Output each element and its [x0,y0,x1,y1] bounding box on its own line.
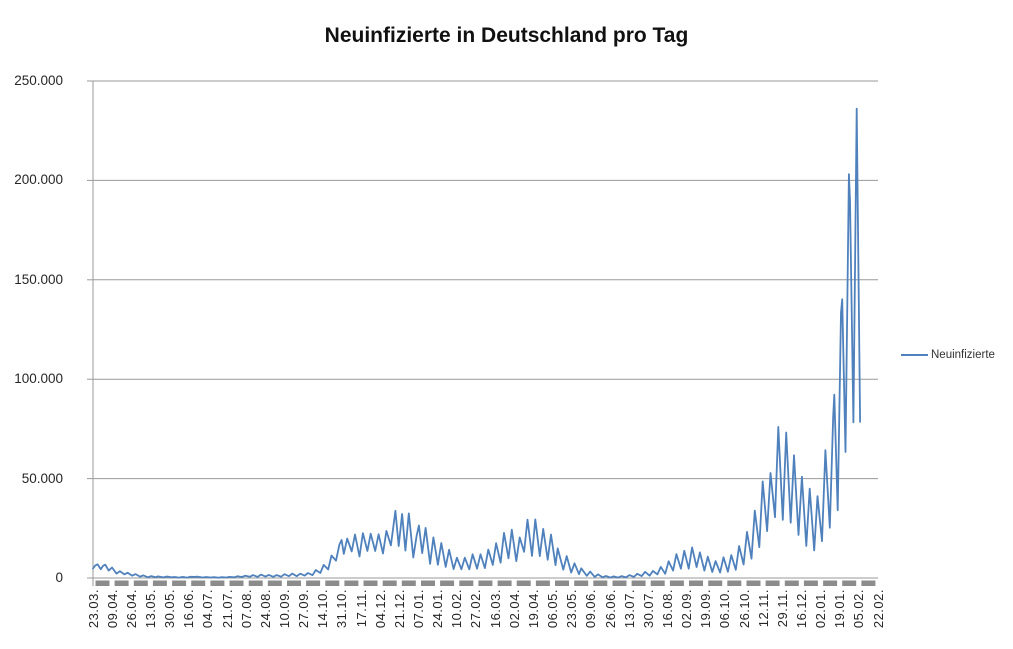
x-axis-tick-label: 06.05. [545,589,560,629]
x-axis-tick-mark [421,580,435,586]
x-axis-tick-label: 26.10. [736,589,752,629]
x-axis-tick-label: 10.02. [449,589,465,629]
x-axis-tick-mark [631,580,646,586]
x-axis-tick-mark [746,580,761,586]
x-axis-tick-mark [650,580,665,586]
x-axis-tick-mark [248,580,263,586]
x-axis-tick-label: 13.05. [142,589,158,629]
x-axis-tick-label: 04.12. [372,589,388,629]
x-axis-tick-label: 23.05. [564,589,580,629]
x-axis-tick-label: 19.09. [698,589,714,629]
x-axis-tick-label: 29.11. [774,589,790,628]
x-axis-tick-mark [287,580,301,586]
x-axis-tick-label: 02.01. [813,589,829,629]
legend-label: Neuinfizierte [931,349,995,361]
x-axis-tick-label: 05.02. [851,589,867,629]
x-axis-tick-label: 19.04. [525,589,541,629]
x-axis-tick-label: 22.02. [870,589,886,629]
x-axis-tick-label: 07.08. [238,589,254,629]
x-axis-tick-label: 27.02. [468,589,484,629]
x-axis-tick-mark [784,580,799,586]
chart-title: Neuinfizierte in Deutschland pro Tag [324,24,689,47]
x-axis-tick-label: 23.03. [85,589,101,629]
y-axis-tick-label: 0 [55,570,63,585]
x-axis-tick-mark [382,580,397,586]
x-axis-tick-label: 13.07. [621,589,637,629]
x-axis-tick-mark [803,580,818,586]
x-axis-tick-mark [593,580,608,586]
x-axis-tick-label: 16.12. [793,589,809,629]
x-axis-tick-mark [344,580,359,586]
x-axis-tick-label: 31.10. [334,589,350,629]
x-axis-tick-label: 30.05. [162,589,178,629]
x-axis-tick-label: 17.11. [353,589,369,628]
x-axis-tick-label: 09.04. [104,589,120,629]
series-line-neuinfizierte [92,107,861,579]
x-axis-tick-mark [708,580,723,586]
x-axis-tick-mark [95,580,110,586]
x-axis-tick-mark [267,580,282,586]
x-axis-tick-label: 04.07. [200,589,216,629]
x-axis-tick-mark [669,580,684,586]
x-axis-tick-label: 24.08. [257,589,273,629]
x-axis-tick-mark [842,580,857,586]
x-axis-tick-label: 16.08. [659,589,675,629]
x-axis-tick-mark [191,580,206,586]
x-axis-tick-mark [612,580,627,586]
x-axis-tick-mark [229,580,244,586]
x-axis-tick-label: 26.04. [123,589,139,629]
x-axis-tick-mark [172,580,187,586]
x-axis-tick-mark [516,580,531,586]
x-axis-tick-label: 27.09. [296,589,312,629]
x-axis-tick-mark [823,580,838,586]
x-axis-tick-label: 02.04. [506,589,522,629]
x-axis-tick-mark [114,580,129,586]
x-axis-tick-mark [133,580,148,586]
x-axis-tick-label: 19.01. [832,589,848,629]
x-axis-tick-label: 02.09. [679,589,694,629]
x-axis-tick-label: 16.06. [181,589,197,629]
x-axis-tick-label: 14.10. [315,589,331,629]
x-axis-tick-mark [478,580,493,586]
x-axis-tick-label: 06.10. [717,589,733,629]
x-axis-tick-mark [210,580,225,586]
x-axis-tick-mark [555,580,569,586]
x-axis-tick-mark [765,580,780,586]
x-axis-tick-mark [401,580,416,586]
x-axis-tick-label: 21.07. [219,589,235,629]
y-axis-tick-label: 150.000 [14,271,63,287]
x-axis-tick-mark [497,580,512,586]
x-axis-tick-mark [440,580,455,586]
x-axis-tick-label: 21.12. [391,589,407,629]
legend: Neuinfizierte [901,349,995,361]
y-axis-tick-label: 200.000 [14,172,63,188]
x-axis-tick-label: 07.01. [411,589,426,629]
x-axis-tick-label: 26.06. [602,589,618,629]
y-axis-tick-label: 50.000 [21,470,63,486]
x-axis-tick-mark [306,580,321,586]
x-axis-tick-mark [689,580,703,586]
y-axis-tick-label: 100.000 [14,371,63,387]
x-axis-tick-label: 24.01. [430,589,446,629]
x-axis-tick-mark [535,580,550,586]
x-axis-tick-label: 16.03. [487,589,503,629]
x-axis-tick-mark [459,580,474,586]
x-axis-tick-mark [727,580,742,586]
y-axis-tick-label: 250.000 [14,73,63,88]
x-axis-tick-label: 12.11. [755,589,771,628]
x-axis-tick-label: 09.06. [583,589,599,629]
x-axis-tick-label: 10.09. [277,589,292,629]
x-axis-tick-mark [152,580,167,586]
legend-line-swatch [901,354,928,356]
x-axis-tick-mark [363,580,378,586]
x-axis-tick-mark [574,580,589,586]
x-axis-tick-label: 30.07. [640,589,656,629]
x-axis-tick-mark [325,580,340,586]
x-axis-tick-mark [861,580,876,586]
